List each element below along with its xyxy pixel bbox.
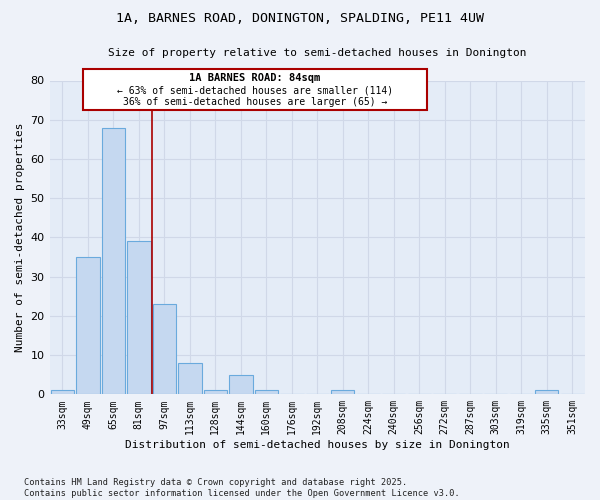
- FancyBboxPatch shape: [83, 68, 427, 110]
- Text: ← 63% of semi-detached houses are smaller (114): ← 63% of semi-detached houses are smalle…: [117, 85, 393, 95]
- Bar: [152, 304, 176, 394]
- Text: Contains HM Land Registry data © Crown copyright and database right 2025.
Contai: Contains HM Land Registry data © Crown c…: [24, 478, 460, 498]
- Bar: [101, 128, 125, 394]
- Text: 36% of semi-detached houses are larger (65) →: 36% of semi-detached houses are larger (…: [122, 97, 387, 107]
- Title: Size of property relative to semi-detached houses in Donington: Size of property relative to semi-detach…: [108, 48, 527, 58]
- Bar: [331, 390, 355, 394]
- Bar: [127, 242, 151, 394]
- Y-axis label: Number of semi-detached properties: Number of semi-detached properties: [15, 122, 25, 352]
- Bar: [229, 374, 253, 394]
- Text: 1A, BARNES ROAD, DONINGTON, SPALDING, PE11 4UW: 1A, BARNES ROAD, DONINGTON, SPALDING, PE…: [116, 12, 484, 26]
- Bar: [50, 390, 74, 394]
- Text: 1A BARNES ROAD: 84sqm: 1A BARNES ROAD: 84sqm: [189, 74, 320, 84]
- Bar: [203, 390, 227, 394]
- Bar: [76, 257, 100, 394]
- X-axis label: Distribution of semi-detached houses by size in Donington: Distribution of semi-detached houses by …: [125, 440, 509, 450]
- Bar: [254, 390, 278, 394]
- Bar: [178, 363, 202, 394]
- Bar: [535, 390, 559, 394]
